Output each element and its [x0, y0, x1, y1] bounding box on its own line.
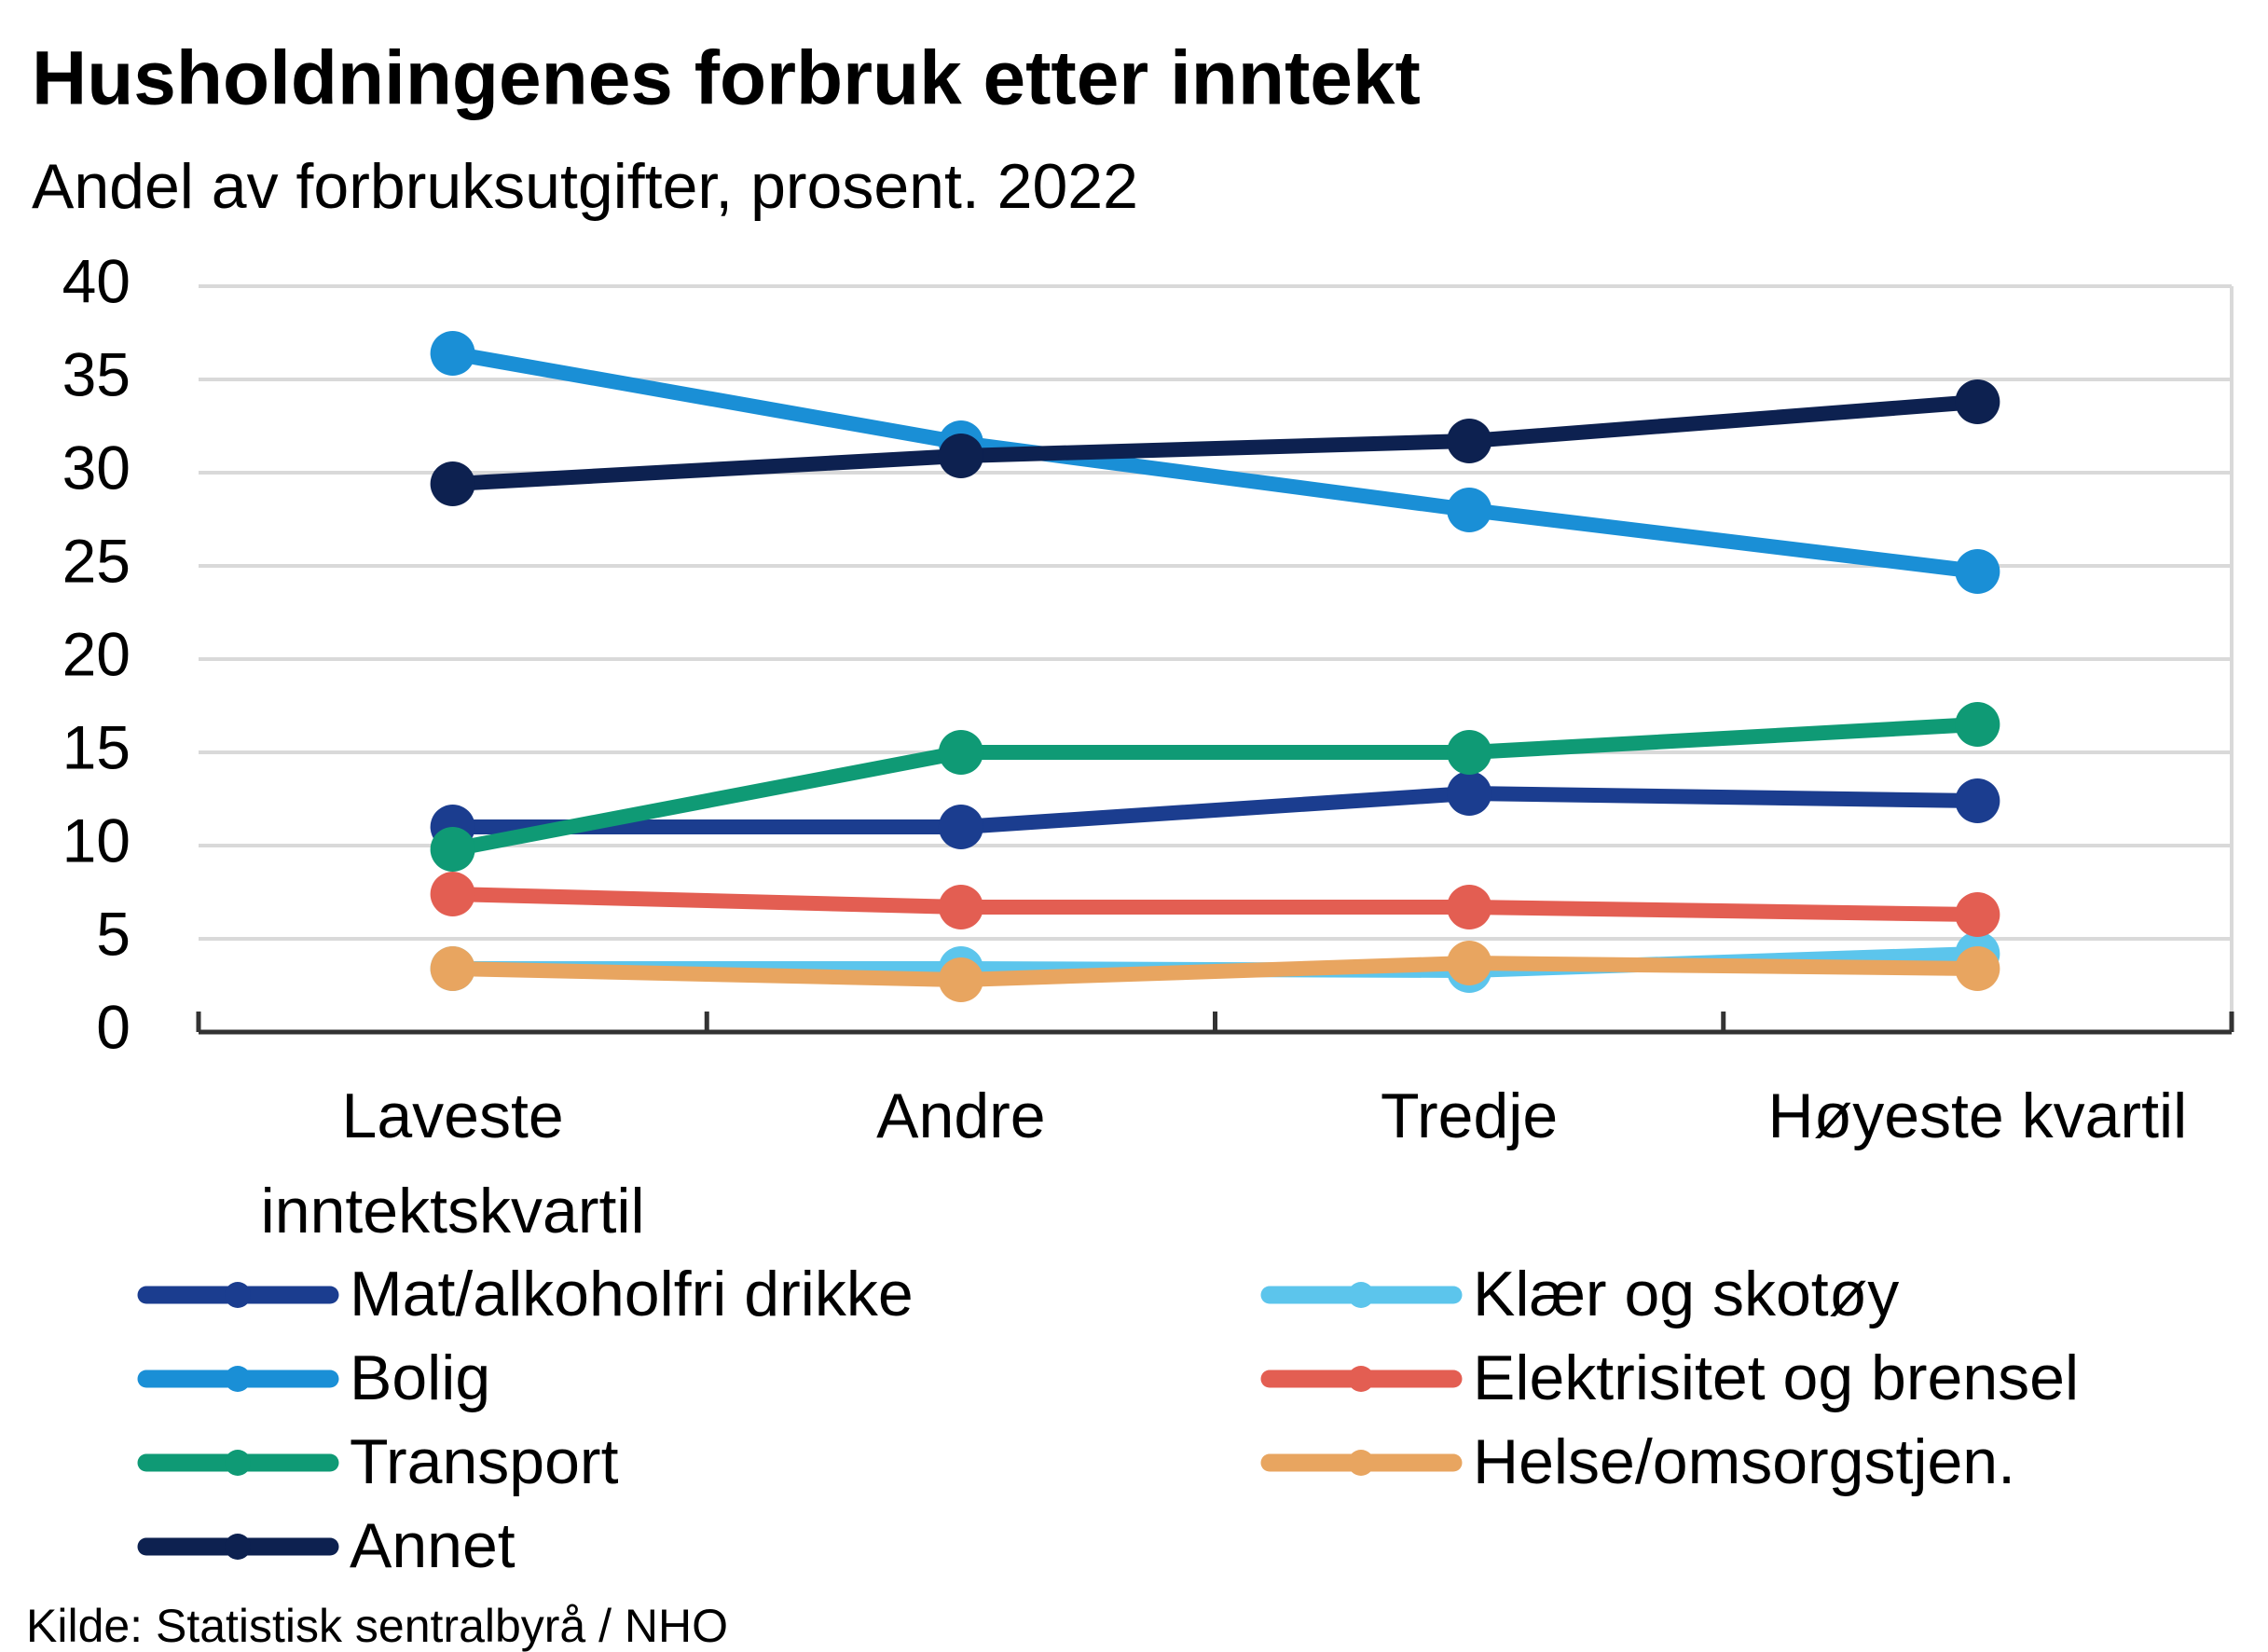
- marker: [938, 434, 983, 478]
- marker: [1955, 549, 2000, 594]
- y-tick-label: 10: [62, 805, 131, 874]
- marker: [938, 957, 983, 1002]
- series: [430, 941, 2000, 1002]
- marker: [938, 805, 983, 849]
- legend-label: Bolig: [350, 1342, 490, 1413]
- marker: [1955, 379, 2000, 424]
- legend-label: Annet: [350, 1510, 515, 1581]
- marker: [1447, 885, 1492, 929]
- legend-marker: [225, 1534, 251, 1560]
- x-tick-label: Tredje: [1381, 1081, 1559, 1151]
- legend-label: Elektrisitet og brensel: [1473, 1342, 2079, 1413]
- legend-marker: [1348, 1282, 1374, 1308]
- y-tick-label: 20: [62, 619, 131, 688]
- y-tick-label: 25: [62, 526, 131, 595]
- marker: [938, 885, 983, 929]
- legend-marker: [225, 1450, 251, 1476]
- marker: [1955, 892, 2000, 937]
- legend-label: Transport: [350, 1426, 619, 1497]
- marker: [938, 730, 983, 775]
- marker: [1447, 941, 1492, 985]
- marker: [1955, 946, 2000, 991]
- marker: [430, 461, 475, 506]
- x-tick-label: Laveste inntektskvartil: [260, 1081, 645, 1246]
- line: [452, 394, 1978, 491]
- marker: [1447, 419, 1492, 463]
- legend-marker: [225, 1282, 251, 1308]
- chart-title: Husholdningenes forbruk etter inntekt: [32, 36, 1421, 121]
- legend-marker: [225, 1366, 251, 1392]
- legend-label: Helse/omsorgstjen.: [1473, 1426, 2015, 1497]
- y-tick-label: 5: [96, 899, 131, 968]
- marker: [1955, 702, 2000, 747]
- x-tick-label: Høyeste kvartil: [1767, 1081, 2188, 1151]
- chart-subtitle: Andel av forbruksutgifter, prosent. 2022: [32, 151, 1138, 222]
- y-tick-label: 30: [62, 433, 131, 502]
- marker: [430, 872, 475, 916]
- legend-label: Klær og skotøy: [1473, 1259, 1899, 1329]
- y-tick-label: 15: [62, 712, 131, 781]
- marker: [430, 331, 475, 376]
- line: [452, 887, 1978, 922]
- marker: [1447, 488, 1492, 532]
- legend-marker: [1348, 1366, 1374, 1392]
- series: [430, 702, 2000, 872]
- series: [430, 331, 2000, 594]
- y-tick-label: 40: [62, 246, 131, 315]
- marker: [1447, 730, 1492, 775]
- legend-label: Mat/alkoholfri drikke: [350, 1259, 914, 1329]
- marker: [430, 946, 475, 991]
- line: [452, 786, 1978, 834]
- marker: [430, 827, 475, 872]
- legend-marker: [1348, 1450, 1374, 1476]
- line: [452, 956, 1978, 987]
- x-tick-label: Andre: [876, 1081, 1046, 1151]
- line: [451, 717, 1978, 857]
- series: [430, 872, 2000, 937]
- source: Kilde: Statistisk sentralbyrå / NHO: [26, 1600, 728, 1652]
- line: [451, 346, 1979, 579]
- series: [430, 379, 2000, 506]
- y-tick-label: 0: [96, 992, 131, 1061]
- marker: [1447, 771, 1492, 816]
- y-tick-label: 35: [62, 339, 131, 408]
- marker: [1955, 778, 2000, 823]
